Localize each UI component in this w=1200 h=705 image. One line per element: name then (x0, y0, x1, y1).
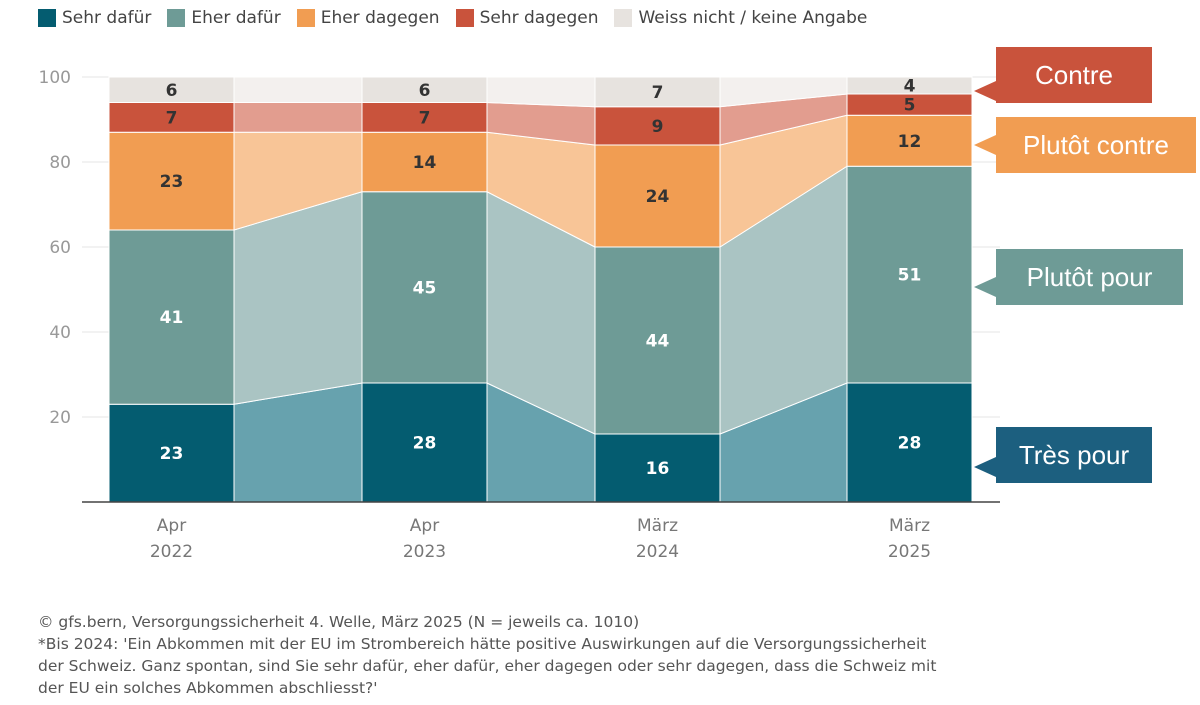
callout-plutot-contre: Plutôt contre (974, 117, 1196, 173)
legend-item-sehr-dagegen: Sehr dagegen (455, 8, 599, 28)
bar-segment (594, 144, 721, 248)
data-label: 6 (419, 81, 431, 101)
connector-band (233, 102, 363, 133)
legend-item-eher-dagegen: Eher dagegen (296, 8, 440, 28)
data-label: 16 (646, 459, 670, 479)
bar-segment (108, 102, 235, 133)
legend-label: Weiss nicht / keine Angabe (638, 8, 868, 28)
x-tick-label: Apr (410, 516, 439, 536)
callout-arrow (974, 135, 996, 155)
bar-segment (361, 102, 488, 133)
data-label: 7 (419, 108, 431, 128)
callout-label: Plutôt contre (1023, 129, 1169, 160)
callout-arrow (974, 277, 996, 297)
data-label: 7 (166, 108, 178, 128)
data-label: 5 (904, 96, 916, 116)
callout-label: Très pour (1018, 439, 1130, 470)
x-tick-label: März (637, 516, 678, 536)
data-label: 23 (160, 444, 184, 464)
data-label: 12 (898, 132, 922, 152)
bar-segment (361, 382, 488, 503)
data-label: 44 (646, 332, 670, 352)
data-label: 24 (646, 187, 670, 207)
data-label: 41 (160, 308, 184, 328)
connector-band (233, 76, 363, 103)
legend-swatch (455, 9, 474, 27)
data-label: 51 (898, 266, 922, 286)
data-label: 4 (904, 77, 916, 97)
legend-swatch (614, 9, 633, 27)
x-tick-label: 2025 (888, 542, 931, 562)
bar-segment (361, 131, 488, 193)
callout-label: Contre (1034, 59, 1114, 90)
bar-segment (361, 76, 488, 103)
legend-label: Sehr dagegen (479, 8, 599, 28)
y-tick-label: 100 (39, 68, 71, 88)
bar-segment (846, 114, 973, 167)
legend-label: Eher dafür (191, 8, 281, 28)
callout-plutot-pour: Plutôt pour (974, 249, 1183, 305)
data-label: 9 (652, 117, 664, 137)
footnote-question-line: der EU ein solches Abkommen abschliesst?… (38, 679, 378, 697)
x-tick-label: März (889, 516, 930, 536)
x-tick-label: 2023 (403, 542, 446, 562)
callout-tres-pour: Très pour (974, 427, 1152, 483)
legend-item-sehr-dafuer: Sehr dafür (38, 8, 151, 28)
data-label: 28 (413, 434, 437, 454)
legend-swatch (296, 9, 315, 27)
footnote-question-line: der Schweiz. Ganz spontan, sind Sie sehr… (38, 657, 937, 675)
bar-segment (108, 76, 235, 103)
bar-segment (594, 106, 721, 146)
y-tick-label: 60 (49, 238, 71, 258)
callout-arrow (974, 81, 996, 101)
data-label: 45 (413, 278, 437, 298)
bar-segment (594, 246, 721, 435)
y-tick-label: 80 (49, 153, 71, 173)
bar-segment (594, 433, 721, 503)
y-tick-label: 20 (49, 408, 71, 428)
legend-swatch (38, 9, 56, 27)
bar-segment (108, 403, 235, 503)
callout-arrow (974, 457, 996, 477)
bar-segment (846, 76, 973, 95)
footnote-question-line: *Bis 2024: 'Ein Abkommen mit der EU im S… (38, 635, 927, 653)
footnote: © gfs.bern, Versorgungssicherheit 4. Wel… (38, 611, 1038, 699)
legend: Sehr dafür Eher dafür Eher dagegen Sehr … (38, 8, 883, 28)
x-tick-label: Apr (157, 516, 186, 536)
legend-item-eher-dafuer: Eher dafür (167, 8, 281, 28)
bar-segment (594, 76, 721, 108)
connector-band (486, 76, 596, 108)
bar-segment (361, 191, 488, 384)
data-label: 28 (898, 434, 922, 454)
data-label: 7 (652, 83, 664, 103)
x-tick-label: 2022 (150, 542, 193, 562)
bar-segment (846, 382, 973, 503)
legend-item-weiss-nicht: Weiss nicht / keine Angabe (614, 8, 867, 28)
callout-contre: Contre (974, 47, 1152, 103)
footnote-source: © gfs.bern, Versorgungssicherheit 4. Wel… (38, 613, 640, 631)
bar-segment (108, 229, 235, 405)
legend-label: Sehr dafür (62, 8, 152, 28)
y-tick-label: 40 (49, 323, 71, 343)
callout-label: Plutôt pour (1026, 261, 1153, 292)
bar-segment (846, 165, 973, 384)
data-label: 6 (166, 81, 178, 101)
stacked-bar-chart: 20 40 60 80 100 23 41 23 7 6 28 45 14 7 6 16 44 24 9 7 28 51 1… (39, 68, 1000, 562)
data-label: 23 (160, 172, 184, 192)
data-label: 14 (413, 153, 437, 173)
legend-label: Eher dagegen (320, 8, 440, 28)
x-tick-label: 2024 (636, 542, 679, 562)
legend-swatch (167, 9, 186, 27)
